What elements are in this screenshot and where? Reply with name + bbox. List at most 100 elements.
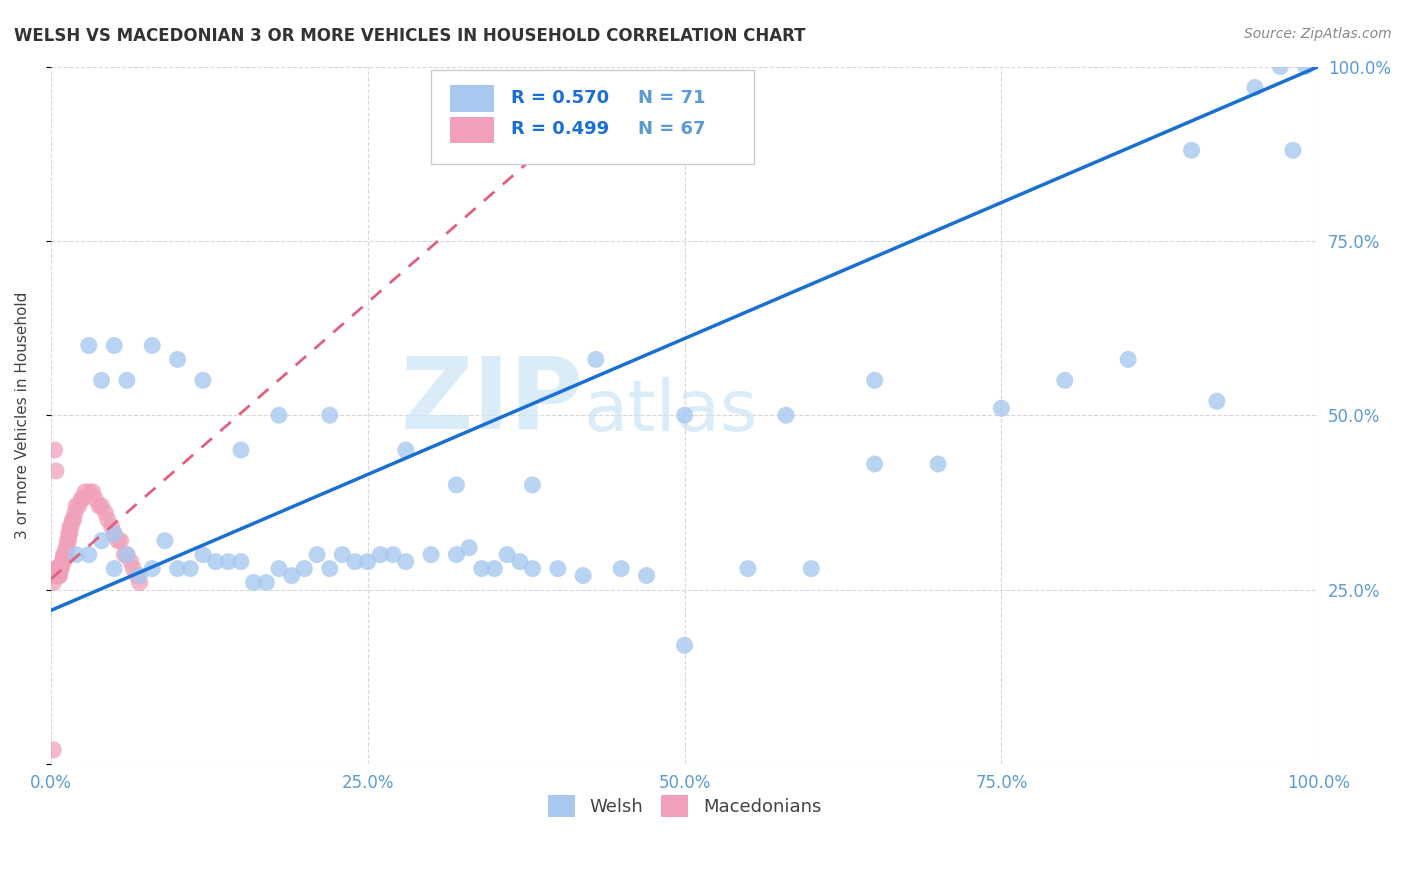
Point bbox=[90, 533, 112, 548]
Text: N = 71: N = 71 bbox=[638, 89, 706, 107]
Point bbox=[49, 561, 72, 575]
Point bbox=[191, 373, 214, 387]
Point bbox=[41, 568, 63, 582]
Point bbox=[267, 408, 290, 422]
Point bbox=[72, 491, 94, 506]
Point bbox=[49, 561, 72, 575]
Point bbox=[59, 526, 82, 541]
Point bbox=[166, 352, 188, 367]
Point bbox=[103, 526, 125, 541]
Point bbox=[48, 561, 70, 575]
Point bbox=[522, 561, 544, 575]
Point bbox=[863, 457, 886, 471]
Point bbox=[87, 499, 110, 513]
Text: R = 0.570: R = 0.570 bbox=[510, 89, 609, 107]
Y-axis label: 3 or more Vehicles in Household: 3 or more Vehicles in Household bbox=[15, 292, 30, 539]
Point bbox=[44, 568, 66, 582]
Point bbox=[673, 408, 696, 422]
Point bbox=[82, 484, 104, 499]
Point bbox=[610, 561, 633, 575]
Point bbox=[242, 575, 264, 590]
Point bbox=[370, 548, 392, 562]
Point bbox=[382, 548, 405, 562]
Point bbox=[153, 533, 176, 548]
Point bbox=[46, 568, 69, 582]
Point bbox=[65, 499, 87, 513]
Point bbox=[46, 568, 69, 582]
Point bbox=[292, 561, 315, 575]
Point bbox=[1116, 352, 1139, 367]
Legend: Welsh, Macedonians: Welsh, Macedonians bbox=[541, 788, 828, 824]
Point bbox=[62, 513, 84, 527]
Text: ZIP: ZIP bbox=[401, 352, 583, 450]
Point bbox=[636, 568, 658, 582]
Point bbox=[51, 555, 73, 569]
Point bbox=[395, 443, 418, 458]
Point bbox=[800, 561, 823, 575]
Point bbox=[128, 568, 150, 582]
Point bbox=[103, 561, 125, 575]
Point bbox=[737, 561, 759, 575]
Point bbox=[103, 526, 125, 541]
Point bbox=[229, 555, 252, 569]
Point bbox=[1205, 394, 1227, 409]
Point bbox=[357, 555, 380, 569]
Point bbox=[330, 548, 353, 562]
Point bbox=[70, 491, 93, 506]
Point bbox=[547, 561, 569, 575]
Point bbox=[45, 568, 67, 582]
Point bbox=[97, 513, 120, 527]
Point bbox=[42, 568, 65, 582]
Point bbox=[217, 555, 239, 569]
Point bbox=[927, 457, 949, 471]
Point bbox=[52, 548, 75, 562]
Text: Source: ZipAtlas.com: Source: ZipAtlas.com bbox=[1244, 27, 1392, 41]
Point bbox=[1282, 143, 1305, 157]
Point bbox=[53, 548, 76, 562]
Point bbox=[458, 541, 481, 555]
Point bbox=[48, 561, 70, 575]
Point bbox=[44, 568, 66, 582]
Point bbox=[53, 548, 76, 562]
Point bbox=[48, 568, 70, 582]
Point bbox=[1244, 80, 1267, 95]
Point bbox=[48, 568, 70, 582]
Point bbox=[141, 561, 163, 575]
Point bbox=[58, 526, 80, 541]
Point bbox=[73, 484, 96, 499]
Point bbox=[1180, 143, 1202, 157]
FancyBboxPatch shape bbox=[450, 86, 495, 112]
Point bbox=[141, 338, 163, 352]
Point bbox=[318, 561, 340, 575]
Point bbox=[254, 575, 277, 590]
Point bbox=[56, 533, 79, 548]
Point bbox=[509, 555, 531, 569]
Point bbox=[115, 548, 138, 562]
Point bbox=[63, 506, 86, 520]
Point bbox=[60, 520, 83, 534]
Point bbox=[1295, 60, 1317, 74]
Point bbox=[112, 548, 135, 562]
Point bbox=[1270, 60, 1292, 74]
Point bbox=[484, 561, 506, 575]
Point bbox=[77, 338, 100, 352]
Point bbox=[60, 513, 83, 527]
Point bbox=[267, 561, 290, 575]
Point bbox=[52, 555, 75, 569]
Point bbox=[1053, 373, 1076, 387]
Point bbox=[166, 561, 188, 575]
Point bbox=[120, 555, 142, 569]
Point bbox=[90, 373, 112, 387]
Point bbox=[46, 568, 69, 582]
Point bbox=[395, 555, 418, 569]
Point bbox=[46, 568, 69, 582]
Point bbox=[44, 568, 66, 582]
Point bbox=[446, 548, 468, 562]
Point bbox=[305, 548, 328, 562]
Point bbox=[56, 541, 79, 555]
Text: WELSH VS MACEDONIAN 3 OR MORE VEHICLES IN HOUSEHOLD CORRELATION CHART: WELSH VS MACEDONIAN 3 OR MORE VEHICLES I… bbox=[14, 27, 806, 45]
Point bbox=[90, 499, 112, 513]
Point bbox=[46, 561, 69, 575]
Point bbox=[128, 575, 150, 590]
Point bbox=[45, 568, 67, 582]
